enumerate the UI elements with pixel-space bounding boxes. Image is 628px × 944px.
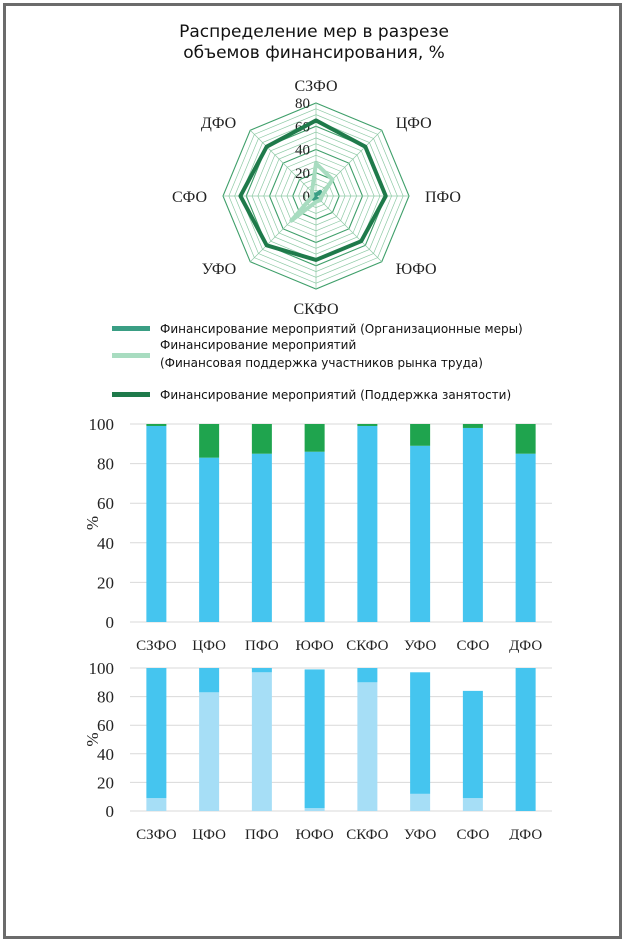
bar-segment	[462, 424, 483, 428]
radar-axis-label: СКФО	[293, 301, 338, 318]
x-tick-label: СКФО	[346, 638, 388, 654]
bar-segment	[462, 798, 483, 811]
y-axis-label: %	[83, 732, 102, 746]
y-tick-label: 0	[106, 802, 115, 821]
bar-segment	[304, 808, 325, 811]
radar-axis-label: СФО	[172, 189, 207, 206]
bar-segment	[357, 425, 378, 622]
y-tick-label: 20	[97, 573, 114, 592]
radar-series-line	[289, 161, 335, 223]
y-tick-label: 80	[97, 688, 114, 707]
legend-label: Финансирование мероприятий (Организацион…	[160, 322, 523, 336]
bar-segment	[357, 424, 378, 426]
radar-tick-label: 20	[295, 166, 310, 182]
bar-segment	[357, 682, 378, 811]
x-tick-label: ЮФО	[295, 638, 333, 654]
x-tick-label: СФО	[456, 827, 489, 840]
bar-segment	[199, 457, 220, 622]
radar-axis-label: СЗФО	[294, 78, 337, 95]
radar-axis-label: ЮФО	[396, 261, 437, 278]
y-tick-label: 20	[97, 773, 114, 792]
bar-segment	[146, 424, 167, 426]
legend-label: Финансирование мероприятий (Поддержка за…	[160, 388, 511, 402]
bar-segment	[357, 668, 378, 683]
bar-segment	[515, 453, 536, 622]
x-tick-label: ДФО	[509, 638, 542, 654]
bar-segment	[304, 424, 325, 452]
x-tick-label: ЦФО	[192, 827, 226, 840]
bar-segment	[199, 692, 220, 811]
radar-axis-label: ПФО	[425, 189, 461, 206]
x-tick-label: ЮФО	[295, 827, 333, 840]
x-tick-label: УФО	[404, 638, 437, 654]
bar-chart-2: 0 20 40 60 80 100% СЗФО ЦФО ПФО ЮФО СКФО УФО СФО ДФО	[83, 659, 552, 840]
x-tick-label: СФО	[456, 638, 489, 654]
legend-swatch	[112, 392, 150, 397]
x-tick-label: ЦФО	[192, 638, 226, 654]
radar-tick-label: 80	[295, 96, 310, 112]
bar-segment	[515, 668, 536, 811]
radar-tick-label: 40	[295, 143, 310, 159]
bar-segment	[146, 798, 167, 811]
y-tick-label: 60	[97, 716, 114, 735]
bar-segment	[410, 424, 431, 446]
x-tick-label: ПФО	[245, 827, 279, 840]
radar-axis-label: ЦФО	[396, 115, 432, 132]
bar-chart-1: 0 20 40 60 80 100% СЗФО ЦФО ПФО ЮФО СКФО УФО СФО ДФО	[83, 415, 552, 654]
x-tick-label: СКФО	[346, 827, 388, 840]
legend-label-line-2: (Финансовая поддержка участников рынка т…	[160, 356, 483, 370]
bar-segment	[410, 793, 431, 811]
y-tick-label: 100	[89, 659, 115, 678]
radar-series-line	[238, 118, 388, 262]
x-tick-label: ПФО	[245, 638, 279, 654]
chart-title-line-1: Распределение мер в разрезе	[179, 22, 449, 42]
bar-segment	[251, 672, 272, 811]
x-tick-label: СЗФО	[136, 638, 177, 654]
bar-segment	[515, 424, 536, 454]
radar-spoke	[249, 129, 317, 197]
radar-axis-label: УФО	[202, 261, 237, 278]
x-tick-label: ДФО	[509, 827, 542, 840]
bar-segment	[251, 453, 272, 622]
radar-axis-label: ДФО	[201, 115, 236, 132]
chart-title: Распределение мер в разрезе объемов фина…	[0, 22, 628, 64]
radar-spoke	[315, 195, 383, 263]
bar-segment	[304, 669, 325, 809]
bar-segment	[462, 690, 483, 799]
legend-swatch	[112, 326, 150, 331]
bar-segment	[304, 451, 325, 622]
bar-segment	[199, 668, 220, 693]
bar-segment	[199, 424, 220, 458]
legend-swatch	[112, 353, 150, 358]
y-tick-label: 60	[97, 494, 114, 513]
bar-segment	[410, 445, 431, 622]
bar-segment	[462, 427, 483, 622]
bar-segment	[251, 424, 272, 454]
bar-segment	[251, 668, 272, 673]
y-tick-label: 0	[106, 613, 115, 632]
bar-segment	[410, 672, 431, 794]
y-tick-label: 40	[97, 745, 114, 764]
y-tick-label: 40	[97, 534, 114, 553]
radar-legend: Финансирование мероприятий (Организацион…	[112, 322, 523, 402]
bar-segment	[146, 425, 167, 622]
legend-label: Финансирование мероприятий	[160, 338, 356, 352]
bar-segment	[146, 668, 167, 799]
x-tick-label: УФО	[404, 827, 437, 840]
x-tick-label: СЗФО	[136, 827, 177, 840]
chart-title-line-2: объемов финансирования, %	[183, 43, 445, 63]
radar-tick-label: 0	[303, 189, 311, 205]
y-axis-label: %	[83, 516, 102, 530]
y-tick-label: 100	[89, 415, 115, 434]
y-tick-label: 80	[97, 455, 114, 474]
